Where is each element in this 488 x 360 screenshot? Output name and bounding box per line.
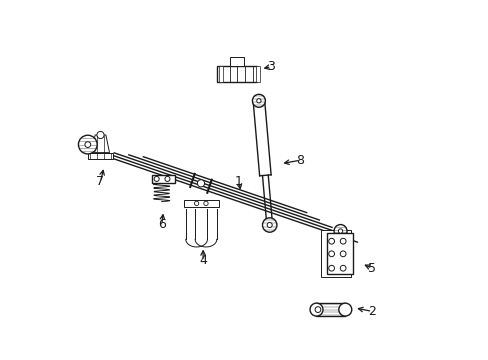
Circle shape [262,218,276,232]
Circle shape [338,229,342,233]
Circle shape [314,307,320,312]
Circle shape [328,251,334,257]
Circle shape [333,225,346,238]
Bar [230,57,244,66]
Circle shape [197,180,204,187]
Bar [320,230,350,277]
Circle shape [309,303,322,316]
Circle shape [340,265,346,271]
Circle shape [340,251,346,257]
Text: 6: 6 [158,219,165,231]
Bar [219,66,223,82]
Text: 1: 1 [235,175,243,188]
Text: 2: 2 [367,305,375,318]
Text: 5: 5 [367,262,376,275]
Text: 7: 7 [96,175,104,188]
Circle shape [328,238,334,244]
Bar [326,233,352,274]
Circle shape [256,99,261,103]
Polygon shape [91,135,109,153]
Circle shape [203,201,208,206]
Circle shape [328,265,334,271]
Circle shape [97,131,104,139]
Circle shape [340,238,346,244]
Circle shape [194,201,199,206]
Text: 3: 3 [267,60,275,73]
Bar [316,303,345,316]
Text: 8: 8 [296,154,304,167]
Bar [151,175,175,183]
Bar [183,200,218,207]
Bar [255,66,260,82]
Circle shape [78,135,97,154]
Circle shape [252,94,265,107]
Circle shape [154,176,159,181]
Circle shape [338,303,351,316]
Circle shape [85,142,90,148]
Circle shape [164,176,170,181]
Bar [88,153,113,159]
Bar [217,66,257,82]
Text: 4: 4 [199,255,206,267]
Circle shape [266,222,272,228]
